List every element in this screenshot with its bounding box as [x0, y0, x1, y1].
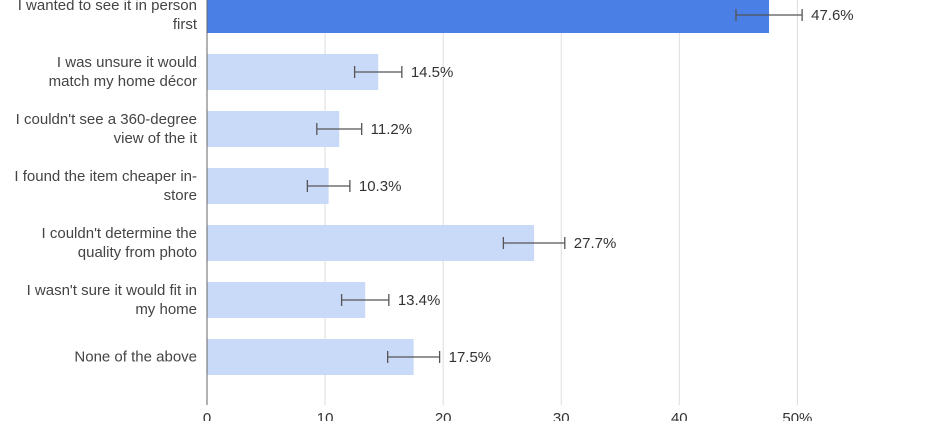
- value-label: 11.2%: [371, 121, 412, 138]
- error-bar: [316, 123, 363, 135]
- value-label: 14.5%: [411, 64, 454, 81]
- error-bar: [735, 9, 803, 21]
- x-tick-label: 10: [317, 410, 334, 421]
- category-text: I wanted to see it in person first: [17, 0, 197, 33]
- error-bar: [306, 180, 351, 192]
- bar: [207, 54, 379, 90]
- x-tick-label: 40: [671, 410, 688, 421]
- x-tick-label: 50%: [782, 410, 812, 421]
- category-text: I was unsure it would match my home déco…: [48, 54, 197, 90]
- x-tick-label: 0: [203, 410, 211, 421]
- category-label: I wanted to see it in person first: [0, 0, 197, 34]
- category-text: I wasn't sure it would fit in my home: [26, 282, 197, 318]
- error-bar: [502, 237, 566, 249]
- bar: [207, 282, 366, 318]
- category-text: I found the item cheaper in-store: [14, 168, 197, 204]
- value-label: 17.5%: [449, 349, 492, 366]
- error-bar: [340, 294, 390, 306]
- x-tick-label: 30: [553, 410, 570, 421]
- value-label: 27.7%: [574, 235, 617, 252]
- value-label: 47.6%: [811, 7, 854, 24]
- category-label: I found the item cheaper in-store: [0, 167, 197, 205]
- category-text: I couldn't determine the quality from ph…: [41, 225, 197, 261]
- category-label: I couldn't see a 360-degree view of the …: [0, 110, 197, 148]
- bar: [207, 225, 535, 261]
- category-text: I couldn't see a 360-degree view of the …: [15, 111, 197, 147]
- bar: [207, 339, 414, 375]
- category-label: I couldn't determine the quality from ph…: [0, 224, 197, 262]
- category-text: None of the above: [74, 348, 197, 366]
- value-label: 10.3%: [359, 178, 402, 195]
- error-bar: [353, 66, 403, 78]
- error-bar: [387, 351, 441, 363]
- category-label: I wasn't sure it would fit in my home: [0, 281, 197, 319]
- category-label: None of the above: [0, 348, 197, 367]
- x-tick-label: 20: [435, 410, 452, 421]
- category-label: I was unsure it would match my home déco…: [0, 53, 197, 91]
- bar: [207, 0, 770, 33]
- value-label: 13.4%: [398, 292, 441, 309]
